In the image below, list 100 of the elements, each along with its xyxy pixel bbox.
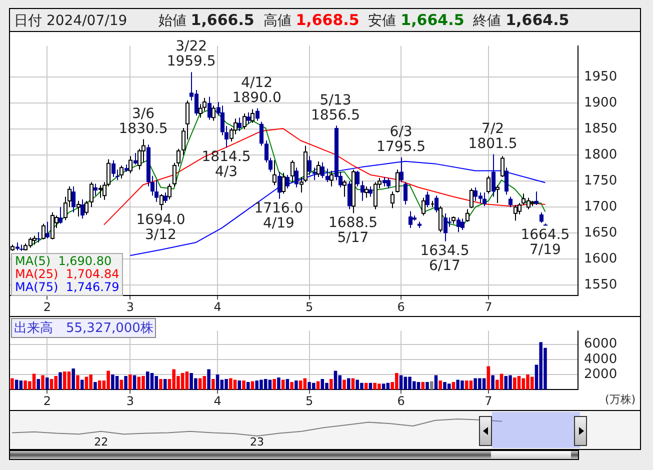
bar xyxy=(98,380,102,390)
bar xyxy=(32,374,36,390)
candlestick xyxy=(325,168,330,183)
chart-title: 日付 2024/07/19 xyxy=(14,13,128,29)
bar xyxy=(491,375,494,390)
bar xyxy=(382,384,386,390)
text: 終値 1,664.5 xyxy=(472,11,570,29)
candlestick xyxy=(368,186,373,198)
bar xyxy=(128,374,132,390)
candlestick xyxy=(294,167,299,188)
bar xyxy=(272,379,276,390)
bar xyxy=(67,372,71,390)
candlestick xyxy=(382,176,387,187)
candlestick xyxy=(259,121,264,146)
bar xyxy=(464,380,468,390)
bar xyxy=(438,380,442,390)
y-tick-label: 2000 xyxy=(584,366,618,382)
candlestick xyxy=(425,191,430,208)
text: MA(25) 1,704.84 xyxy=(15,266,120,281)
candlestick xyxy=(460,218,465,231)
y-tick-label: 4000 xyxy=(584,352,618,367)
bar xyxy=(224,379,228,390)
bar xyxy=(89,374,92,390)
bar xyxy=(106,370,110,390)
bar xyxy=(10,378,14,390)
y-tick-label: 1600 xyxy=(584,252,618,267)
bar xyxy=(163,379,167,390)
y-tick-label: 1650 xyxy=(584,226,618,241)
bar xyxy=(229,378,232,390)
candlestick xyxy=(93,183,98,196)
bar xyxy=(212,379,215,390)
series-label: MA(5) 1,690.80 xyxy=(15,254,113,268)
x-tick-label: 3 xyxy=(126,394,134,408)
bar xyxy=(62,372,66,390)
annotation: 1694.0 3/12 xyxy=(136,212,186,243)
candlestick xyxy=(255,108,260,122)
candlestick xyxy=(163,192,168,204)
text: 始値 1,666.5 xyxy=(157,11,254,29)
candlestick xyxy=(539,212,544,224)
candlestick xyxy=(71,186,76,213)
x-tick-label: 3 xyxy=(126,300,134,314)
bar xyxy=(36,379,40,390)
candlestick xyxy=(246,112,251,124)
y-tick-label: 1700 xyxy=(584,200,618,215)
x-tick-label: 4 xyxy=(214,394,222,408)
y-tick-label: 1800 xyxy=(584,147,618,162)
candlestick xyxy=(58,206,63,224)
bar xyxy=(522,378,526,390)
bar xyxy=(517,376,521,390)
bar xyxy=(513,378,516,390)
bar xyxy=(342,380,346,390)
x-tick-label: 6 xyxy=(397,394,405,408)
y-tick-label: 1850 xyxy=(584,121,618,136)
bar xyxy=(486,366,490,390)
bar xyxy=(50,379,54,390)
candlestick xyxy=(45,221,50,239)
candlestick xyxy=(408,210,413,228)
x-tick-label: 7 xyxy=(484,394,492,408)
candlestick xyxy=(154,180,159,202)
candlestick xyxy=(80,198,85,220)
y-axis-title: (万株) xyxy=(605,392,636,407)
x-tick-label: 7 xyxy=(484,300,492,314)
bar xyxy=(150,373,154,390)
bar xyxy=(504,376,508,390)
bar xyxy=(111,374,114,390)
y-tick-label: 1950 xyxy=(584,69,618,84)
candlestick xyxy=(534,191,539,206)
bar xyxy=(338,375,342,390)
bar xyxy=(94,382,97,390)
bar xyxy=(294,380,298,390)
y-tick-label: 1550 xyxy=(584,278,618,293)
candlestick xyxy=(36,232,41,244)
bar xyxy=(330,379,333,390)
candlestick xyxy=(386,177,391,189)
candlestick xyxy=(207,96,212,120)
bar xyxy=(159,379,162,390)
bar xyxy=(142,376,145,390)
candlestick xyxy=(399,156,404,183)
bar xyxy=(124,376,128,390)
candlestick xyxy=(360,180,365,202)
annotation: 1664.5 7/19 xyxy=(520,227,570,258)
bar xyxy=(46,378,49,390)
chart-title: 出来高 55,327,000株 xyxy=(11,318,156,338)
x-tick-label: 5 xyxy=(305,394,314,408)
bar xyxy=(72,368,75,390)
candlestick xyxy=(320,162,325,178)
bar xyxy=(207,369,210,390)
bar xyxy=(238,380,242,390)
bar xyxy=(447,384,451,390)
annotation: 7/2 1801.5 xyxy=(468,120,518,152)
candlestick xyxy=(355,170,360,187)
candlestick xyxy=(504,167,509,196)
bar xyxy=(202,376,206,390)
x-tick-label: 4 xyxy=(214,300,222,314)
annotation: 1688.5 5/17 xyxy=(328,214,378,246)
bar xyxy=(290,382,294,390)
candlestick xyxy=(491,154,496,198)
bar xyxy=(19,380,23,390)
bar xyxy=(320,379,324,390)
bar xyxy=(334,370,338,390)
